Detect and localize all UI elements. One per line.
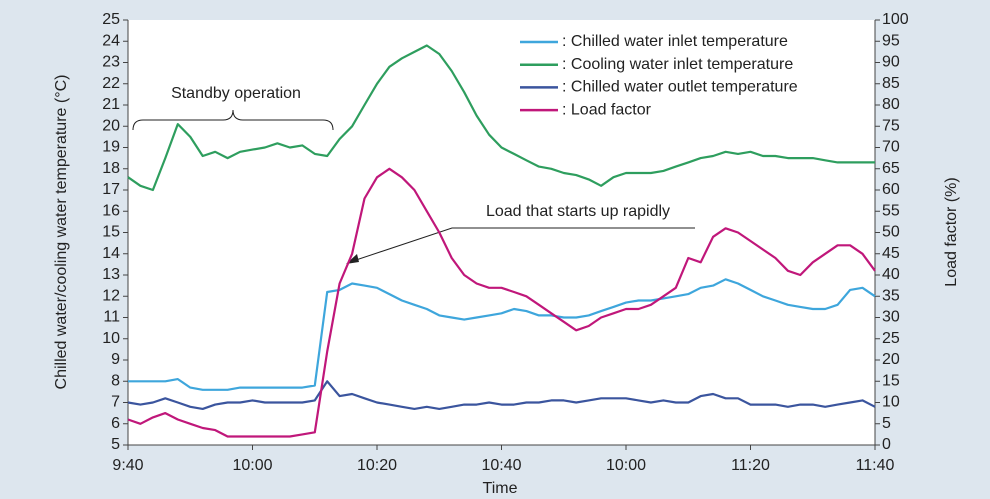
y2-tick-label: 85 <box>882 75 900 92</box>
y2-tick-label: 55 <box>882 202 900 219</box>
annotation: Standby operation <box>171 85 301 102</box>
y-tick-label: 23 <box>102 54 120 71</box>
y-tick-label: 14 <box>102 245 120 262</box>
y-axis-label: Chilled water/cooling water temperature … <box>53 75 70 390</box>
y2-tick-label: 50 <box>882 224 900 241</box>
legend-label: : Chilled water inlet temperature <box>562 33 788 50</box>
x-tick-label: 10:00 <box>232 457 272 474</box>
x-tick-label: 11:40 <box>856 457 895 474</box>
series-line <box>127 167 876 438</box>
y-tick-label: 18 <box>102 160 120 177</box>
annotation-arrow <box>349 227 695 263</box>
y-tick-label: 6 <box>111 415 120 432</box>
y2-tick-label: 90 <box>882 54 900 71</box>
x-tick-label: 10:20 <box>357 457 397 474</box>
series-line <box>128 278 876 391</box>
y-tick-label: 8 <box>111 372 120 389</box>
y2-tick-label: 75 <box>882 117 900 134</box>
legend-label: : Cooling water inlet temperature <box>562 56 793 73</box>
y-tick-label: 11 <box>103 309 120 326</box>
y2-tick-label: 65 <box>882 160 900 177</box>
y-tick-label: 5 <box>111 436 120 453</box>
y2-tick-label: 80 <box>882 96 900 113</box>
series-line <box>127 380 876 410</box>
x-axis-label: Time <box>483 480 518 497</box>
y2-tick-label: 20 <box>882 351 900 368</box>
x-tick-label: 11:20 <box>731 457 770 474</box>
y2-tick-label: 45 <box>882 245 900 262</box>
standby-brace <box>132 109 334 131</box>
legend-label: : Load factor <box>562 101 652 118</box>
y2-tick-label: 25 <box>882 330 900 347</box>
y-tick-label: 13 <box>102 266 120 283</box>
y2-tick-label: 5 <box>882 415 891 432</box>
y2-tick-label: 60 <box>882 181 900 198</box>
y2-tick-label: 10 <box>882 394 900 411</box>
series-line <box>127 44 875 192</box>
y-tick-label: 24 <box>102 32 120 49</box>
x-tick-label: 10:40 <box>481 457 521 474</box>
y-tick-label: 10 <box>102 330 120 347</box>
y2-axis-label: Load factor (%) <box>943 177 960 286</box>
annotation: Load that starts up rapidly <box>486 203 670 220</box>
y-tick-label: 25 <box>102 11 120 28</box>
y2-tick-label: 70 <box>882 139 900 156</box>
legend-label: : Chilled water outlet temperature <box>562 79 798 96</box>
y-tick-label: 7 <box>111 394 120 411</box>
x-tick-label: 9:40 <box>112 457 143 474</box>
y2-tick-label: 15 <box>882 372 900 389</box>
x-tick-label: 10:00 <box>606 457 646 474</box>
plot-area <box>128 20 875 445</box>
y-tick-label: 17 <box>102 181 120 198</box>
y-tick-label: 12 <box>102 287 120 304</box>
y2-tick-label: 35 <box>882 287 900 304</box>
y2-tick-label: 30 <box>882 309 900 326</box>
y2-tick-label: 0 <box>882 436 891 453</box>
y-tick-label: 9 <box>111 351 120 368</box>
y-tick-label: 21 <box>102 96 120 113</box>
y-tick-label: 16 <box>102 202 120 219</box>
y-tick-label: 22 <box>102 75 120 92</box>
y2-tick-label: 100 <box>882 11 909 28</box>
y2-tick-label: 95 <box>882 32 900 49</box>
y-tick-label: 15 <box>102 224 120 241</box>
y2-tick-label: 40 <box>882 266 900 283</box>
y-tick-label: 20 <box>102 117 120 134</box>
y-tick-label: 19 <box>102 139 120 156</box>
